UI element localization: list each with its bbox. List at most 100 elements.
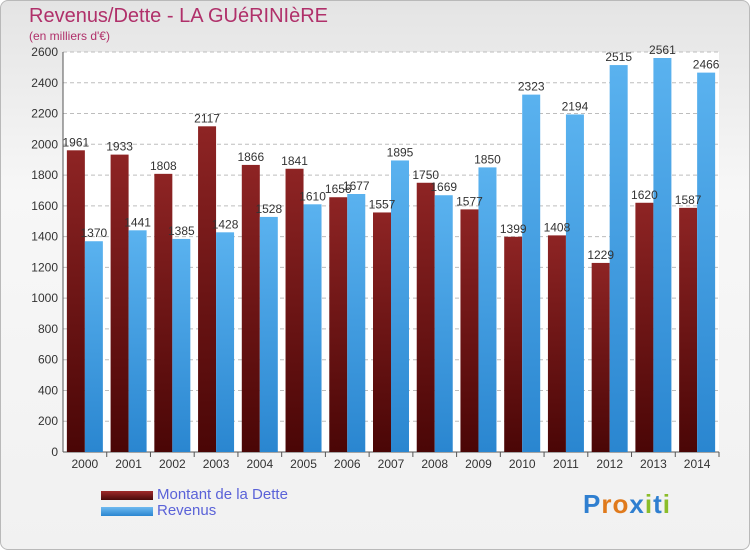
revenue-data-label: 1385 (168, 224, 195, 238)
legend-swatch-revenue (101, 507, 153, 516)
legend-label-debt: Montant de la Dette (157, 486, 288, 503)
x-tick-label: 2007 (378, 457, 405, 471)
revenue-bar (478, 167, 497, 452)
y-tick-label: 2200 (31, 107, 58, 121)
revenue-bar (303, 204, 322, 452)
revenue-bar (653, 58, 672, 452)
debt-data-label: 2117 (194, 111, 220, 125)
revenue-bar (609, 65, 628, 453)
x-tick-label: 2001 (115, 457, 142, 471)
y-tick-label: 2600 (31, 45, 58, 59)
debt-bar (154, 173, 173, 452)
y-tick-label: 1000 (31, 291, 58, 305)
logo-letter: o (612, 489, 630, 519)
revenue-bar (391, 160, 409, 452)
y-tick-label: 600 (38, 353, 58, 367)
debt-bar (591, 262, 610, 452)
revenue-data-label: 1428 (212, 217, 239, 231)
debt-bar (504, 236, 523, 452)
debt-data-label: 1229 (587, 248, 614, 262)
y-tick-label: 1400 (31, 230, 58, 244)
x-tick-label: 2009 (465, 457, 492, 471)
logo-letter: i (644, 489, 654, 519)
revenue-bar (128, 230, 147, 452)
revenue-data-label: 2323 (518, 80, 545, 94)
debt-data-label: 1620 (631, 188, 658, 202)
revenue-data-label: 1850 (474, 152, 501, 166)
debt-data-label: 1577 (456, 194, 483, 208)
revenue-bar (697, 72, 716, 452)
x-tick-label: 2013 (640, 457, 667, 471)
x-tick-label: 2006 (334, 457, 361, 471)
revenue-bar (84, 241, 103, 452)
logo-letter: P (583, 489, 602, 519)
revenue-data-label: 2515 (605, 50, 632, 64)
revenue-data-label: 1441 (124, 215, 151, 229)
proxiti-logo: Proxiti (583, 489, 671, 520)
chart-subtitle: (en milliers d'€) (29, 29, 110, 43)
revenue-bar (259, 216, 278, 452)
revenue-data-label: 1895 (387, 145, 414, 159)
y-tick-label: 200 (38, 414, 58, 428)
debt-bar (635, 202, 654, 452)
revenue-bar (216, 232, 235, 452)
debt-data-label: 1750 (412, 168, 439, 182)
debt-data-label: 1866 (237, 150, 264, 164)
revenue-data-label: 2466 (693, 58, 720, 72)
revenue-bar (434, 195, 453, 452)
y-tick-label: 1200 (31, 260, 58, 274)
debt-bar (679, 207, 698, 452)
revenue-data-label: 1528 (255, 202, 282, 216)
revenue-data-label: 1677 (343, 179, 370, 193)
legend-swatch-debt (101, 491, 153, 500)
y-tick-label: 1600 (31, 199, 58, 213)
x-tick-label: 2010 (509, 457, 536, 471)
x-tick-label: 2011 (553, 457, 579, 471)
debt-data-label: 1399 (500, 222, 527, 236)
y-tick-label: 0 (51, 445, 58, 459)
x-tick-label: 2002 (159, 457, 186, 471)
x-tick-label: 2012 (596, 457, 623, 471)
debt-bar (329, 197, 348, 452)
revenue-data-label: 2561 (649, 43, 676, 57)
debt-bar (241, 164, 260, 452)
revenue-bar (172, 238, 191, 452)
x-tick-label: 2005 (290, 457, 317, 471)
logo-letter: r (601, 489, 613, 519)
debt-data-label: 1808 (150, 159, 177, 173)
debt-bar (110, 154, 129, 452)
debt-bar (198, 126, 217, 453)
legend-label-revenue: Revenus (157, 502, 217, 519)
x-tick-label: 2008 (421, 457, 448, 471)
logo-letter: i (662, 489, 671, 519)
debt-bar (373, 212, 391, 452)
x-tick-label: 2003 (203, 457, 230, 471)
debt-data-label: 1656 (325, 182, 352, 196)
y-tick-label: 1800 (31, 168, 58, 182)
y-tick-label: 800 (38, 322, 58, 336)
revenue-bar (347, 194, 366, 452)
debt-bar (66, 150, 85, 453)
x-tick-label: 2014 (684, 457, 711, 471)
debt-bar (460, 209, 479, 452)
revenue-data-label: 1610 (299, 189, 326, 203)
revenue-data-label: 1669 (430, 180, 457, 194)
debt-bar (547, 235, 566, 452)
debt-data-label: 1841 (281, 154, 308, 168)
debt-data-label: 1961 (63, 135, 90, 149)
x-tick-label: 2004 (246, 457, 273, 471)
y-tick-label: 2400 (31, 76, 58, 90)
y-tick-label: 400 (38, 383, 58, 397)
debt-bar (416, 182, 435, 452)
revenue-bar (565, 114, 584, 452)
x-tick-label: 2000 (72, 457, 99, 471)
debt-data-label: 1933 (106, 140, 133, 154)
chart-title: Revenus/Dette - LA GUéRINIèRE (29, 5, 329, 27)
debt-data-label: 1408 (544, 220, 571, 234)
revenue-bar (522, 94, 541, 452)
revenue-data-label: 1370 (81, 226, 108, 240)
y-tick-label: 2000 (31, 137, 58, 151)
debt-bar (285, 168, 304, 452)
